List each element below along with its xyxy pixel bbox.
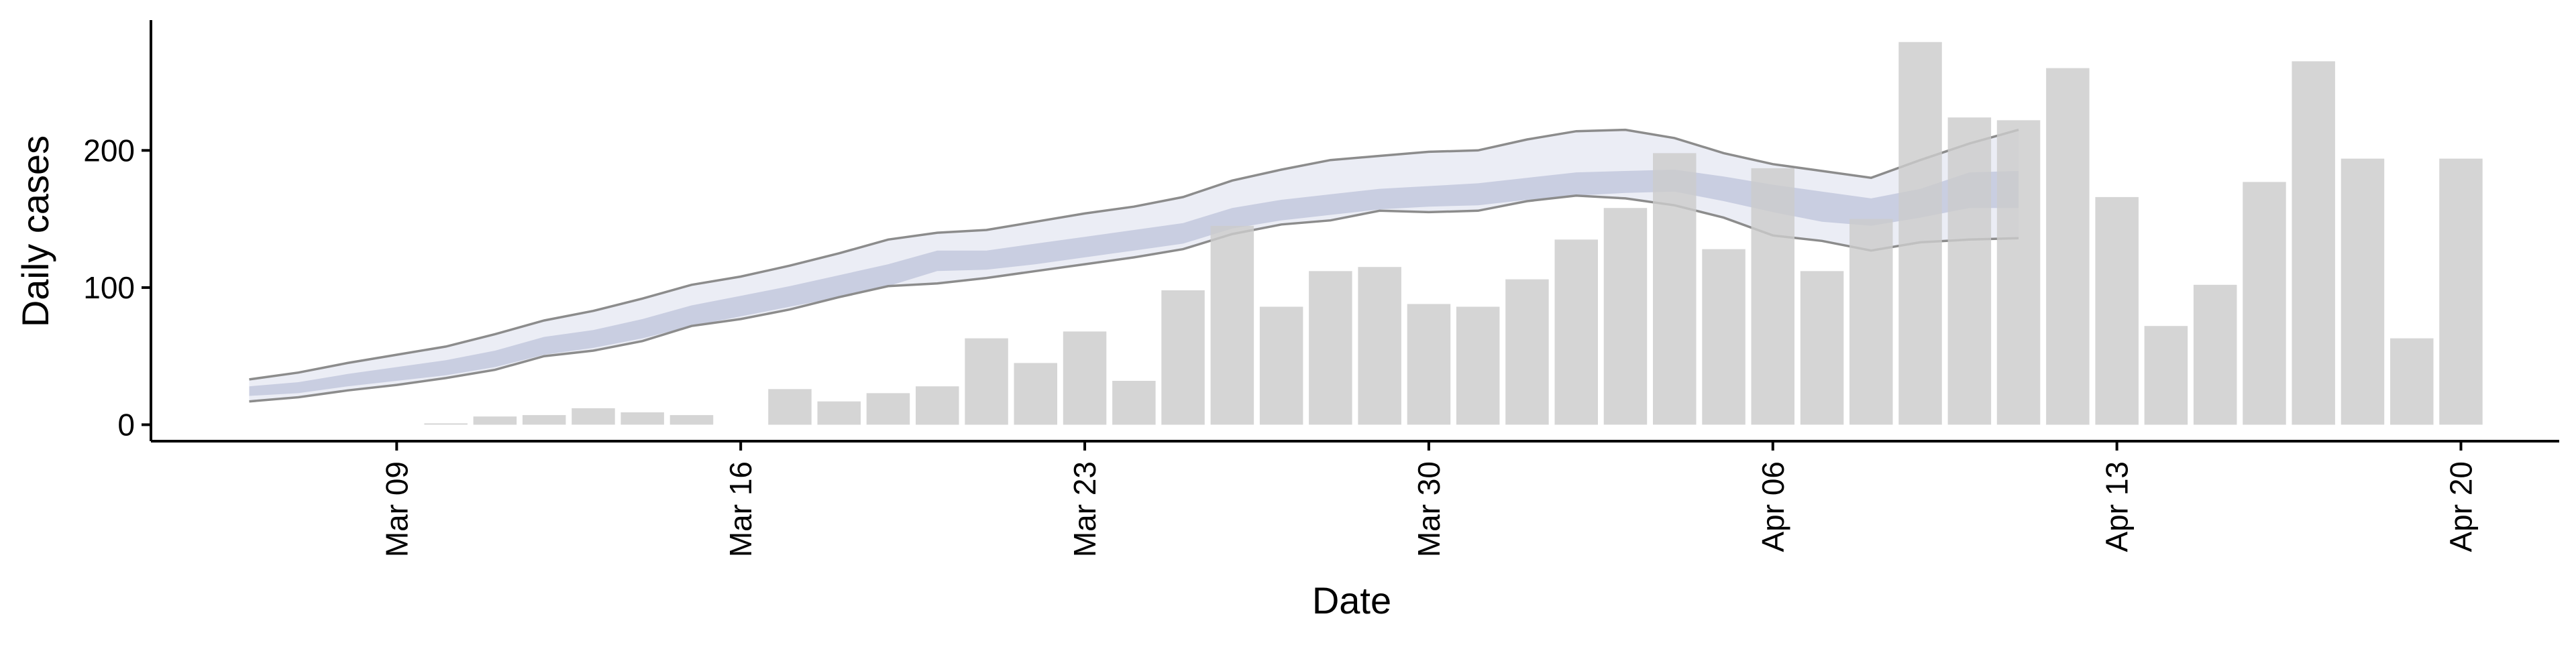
bar	[2243, 182, 2286, 425]
bar	[1259, 306, 1303, 425]
bar	[1112, 381, 1156, 425]
bar	[2341, 158, 2385, 425]
bar	[669, 415, 714, 425]
bar	[1702, 249, 1746, 425]
bar	[1309, 271, 1352, 425]
bar	[424, 423, 468, 425]
x-tick-label: Apr 13	[2100, 461, 2135, 552]
bar	[621, 412, 664, 425]
bar	[1898, 42, 1942, 425]
bar	[1603, 208, 1648, 425]
x-tick-label: Apr 20	[2444, 461, 2479, 552]
bar	[522, 415, 566, 425]
axes: 0 100 200 Mar 09 Mar 16 Mar 23 Mar 30 Apr 06 Apr…	[83, 20, 2559, 557]
bar	[572, 408, 615, 425]
y-tick-label: 100	[83, 270, 135, 305]
bar	[1947, 117, 1992, 425]
bar	[965, 338, 1008, 425]
upper-bound-line	[249, 128, 2019, 381]
x-axis-title: Date	[1312, 579, 1391, 622]
inner-estimate-band	[249, 170, 2019, 396]
bar	[473, 416, 517, 425]
lower-bound-line	[249, 194, 2019, 403]
bar	[1358, 267, 1401, 425]
bar	[1849, 219, 1893, 425]
bar	[1014, 363, 1057, 425]
bar	[1456, 306, 1500, 425]
x-tick-label: Mar 23	[1067, 461, 1102, 557]
bar	[1800, 271, 1844, 425]
y-tick-label: 200	[83, 133, 135, 168]
y-axis-title: Daily cases	[14, 135, 56, 327]
y-tick-label: 0	[117, 407, 135, 442]
bar	[2390, 338, 2434, 425]
bar-series	[424, 42, 2483, 425]
x-tick-label: Mar 09	[379, 461, 414, 557]
bar	[817, 401, 861, 425]
bar	[916, 386, 959, 425]
bar	[768, 389, 812, 425]
bar	[866, 393, 910, 425]
bar	[1161, 290, 1205, 425]
x-tick-label: Apr 06	[1756, 461, 1790, 552]
x-tick-label: Mar 30	[1411, 461, 1446, 557]
bar	[1407, 304, 1451, 425]
bar	[1554, 239, 1598, 425]
bar	[1653, 153, 1697, 425]
bar	[2095, 196, 2139, 425]
x-tick-label: Mar 16	[723, 461, 758, 557]
bar	[1210, 225, 1254, 425]
bar	[2046, 68, 2090, 425]
bar	[1063, 331, 1107, 425]
bar	[2439, 158, 2483, 425]
bar	[1751, 168, 1794, 425]
bar	[1505, 279, 1549, 425]
bar	[2292, 61, 2335, 425]
bar	[1996, 120, 2041, 425]
estimate-bands	[249, 128, 2019, 403]
bar	[2144, 326, 2188, 425]
bar	[2193, 284, 2237, 425]
